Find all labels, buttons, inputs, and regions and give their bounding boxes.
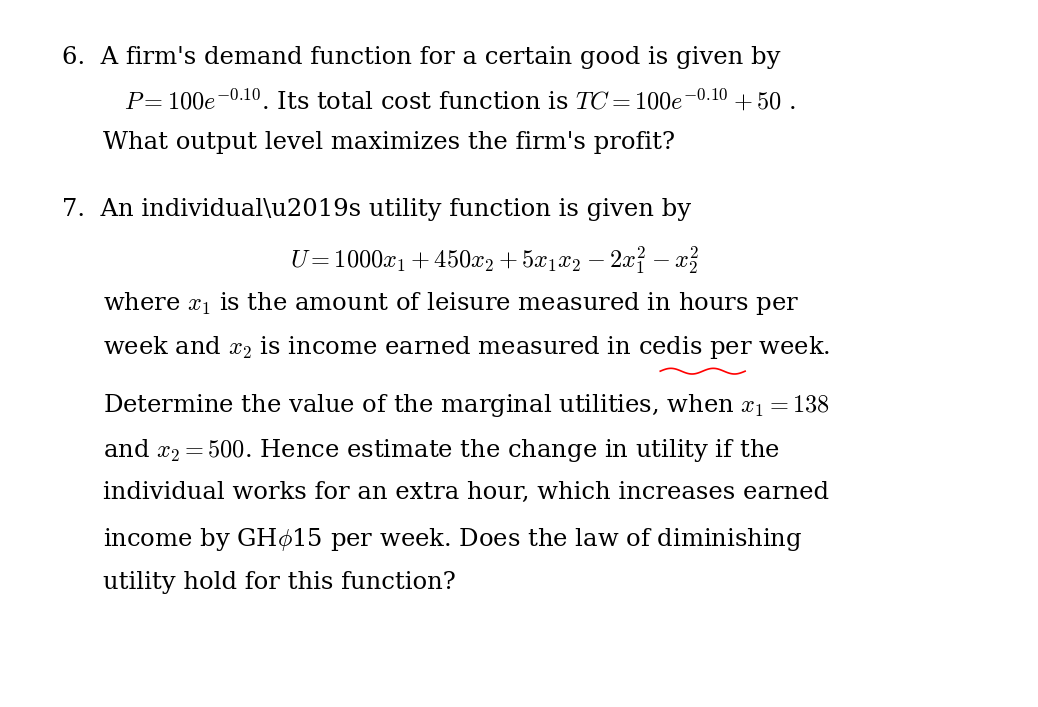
Text: individual works for an extra hour, which increases earned: individual works for an extra hour, whic…: [104, 481, 829, 505]
Text: What output level maximizes the firm's profit?: What output level maximizes the firm's p…: [104, 131, 676, 154]
Text: and $x_2 = 500$. Hence estimate the change in utility if the: and $x_2 = 500$. Hence estimate the chan…: [104, 437, 781, 464]
Text: income by GH$\phi$15 per week. Does the law of diminishing: income by GH$\phi$15 per week. Does the …: [104, 526, 803, 553]
Text: week and $x_2$ is income earned measured in cedis per week.: week and $x_2$ is income earned measured…: [104, 334, 830, 361]
Text: 7.  An individual\u2019s utility function is given by: 7. An individual\u2019s utility function…: [62, 198, 691, 221]
Text: 6.  A firm's demand function for a certain good is given by: 6. A firm's demand function for a certai…: [62, 46, 781, 69]
Text: where $x_1$ is the amount of leisure measured in hours per: where $x_1$ is the amount of leisure mea…: [104, 290, 799, 317]
Text: $P = 100e^{-0.10}$. Its total cost function is $TC = 100e^{-0.10} + 50$ .: $P = 100e^{-0.10}$. Its total cost funct…: [125, 88, 796, 115]
Text: $U = 1000x_1 + 450x_2 + 5x_1 x_2 - 2x_1^2 - x_2^2$: $U = 1000x_1 + 450x_2 + 5x_1 x_2 - 2x_1^…: [290, 244, 700, 276]
Text: Determine the value of the marginal utilities, when $x_1 = 138$: Determine the value of the marginal util…: [104, 392, 830, 419]
Text: utility hold for this function?: utility hold for this function?: [104, 571, 457, 594]
